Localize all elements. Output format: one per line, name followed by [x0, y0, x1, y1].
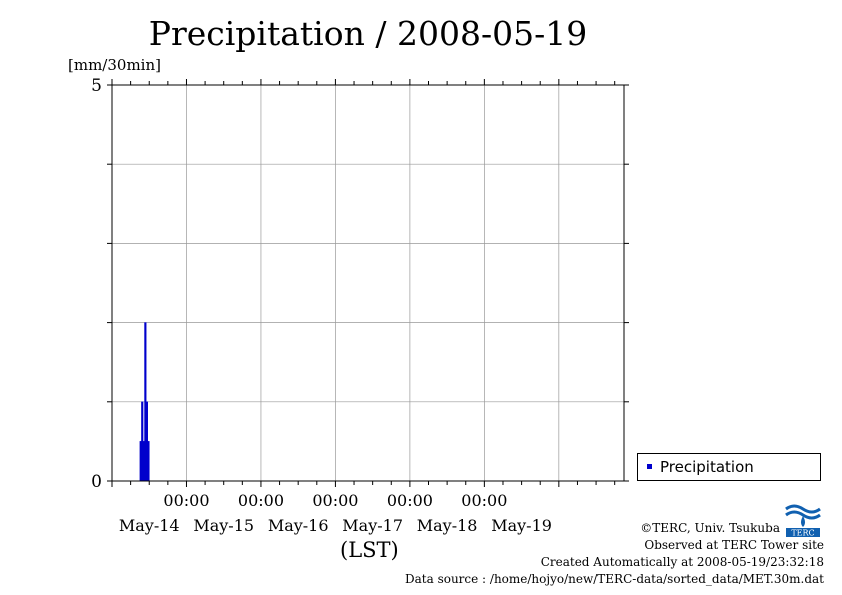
precipitation-bar	[147, 441, 150, 482]
x-tick-label-date: May-19	[491, 516, 552, 535]
x-axis-label: (LST)	[340, 538, 399, 562]
x-tick-label-time: 00:00	[163, 491, 209, 510]
legend-swatch	[647, 464, 652, 469]
x-tick-label-date: May-14	[119, 516, 180, 535]
created-text: Created Automatically at 2008-05-19/23:3…	[540, 555, 824, 569]
x-tick-label-time: 00:00	[387, 491, 433, 510]
x-tick-label-date: May-15	[193, 516, 254, 535]
x-tick-label-time: 00:00	[312, 491, 358, 510]
x-tick-label-date: May-18	[417, 516, 478, 535]
x-tick-label-date: May-16	[268, 516, 329, 535]
x-tick-label-time: 00:00	[461, 491, 507, 510]
logo-text: TERC	[791, 529, 814, 538]
site-text: Observed at TERC Tower site	[644, 538, 824, 552]
chart-title: Precipitation / 2008-05-19	[148, 14, 588, 53]
y-tick-label: 5	[91, 76, 102, 96]
x-tick-label-date: May-17	[342, 516, 403, 535]
y-axis-unit-label: [mm/30min]	[68, 56, 161, 74]
copyright-text: ©TERC, Univ. Tsukuba	[640, 521, 780, 535]
credits: ©TERC, Univ. Tsukuba Observed at TERC To…	[405, 520, 824, 588]
plot-frame	[111, 84, 625, 482]
y-tick-label: 0	[91, 472, 102, 492]
x-tick-label-time: 00:00	[238, 491, 284, 510]
legend-label: Precipitation	[660, 458, 754, 476]
legend: Precipitation	[637, 453, 821, 481]
source-text: Data source : /home/hojyo/new/TERC-data/…	[405, 572, 824, 586]
terc-logo: TERC	[784, 503, 822, 537]
